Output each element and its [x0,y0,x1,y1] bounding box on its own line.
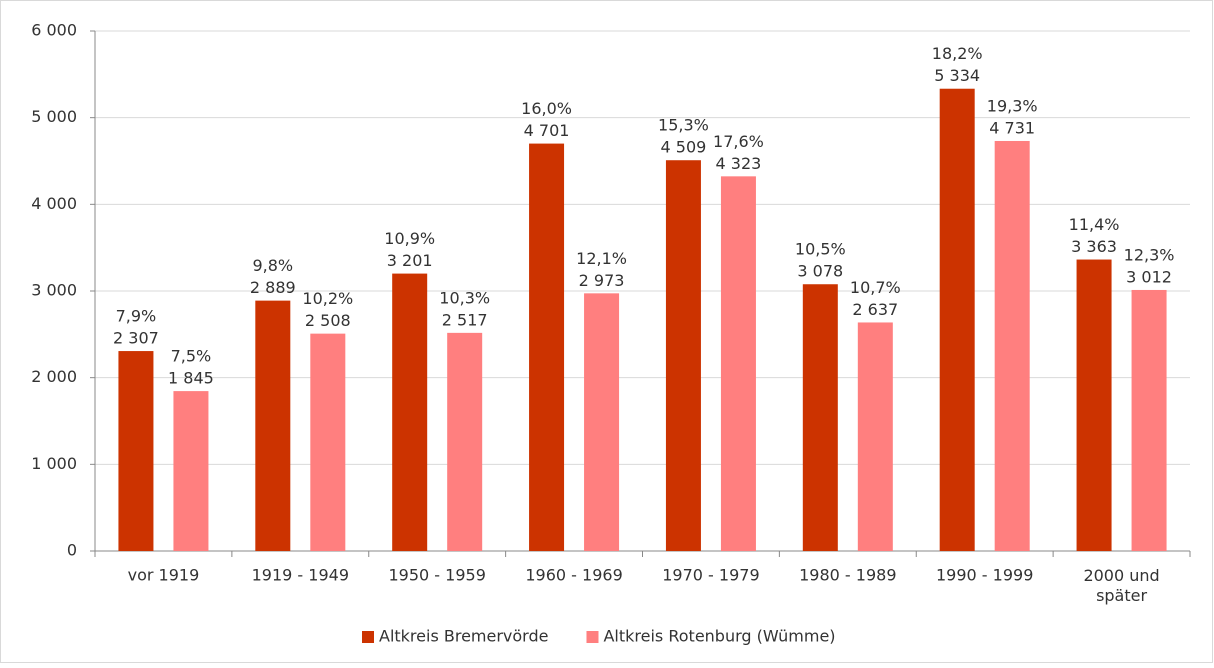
value-label: 2 517 [442,310,488,329]
value-label: 4 509 [661,138,707,157]
value-label: 4 731 [989,118,1035,137]
share-label: 10,5% [795,240,846,259]
x-tick-label: 1970 - 1979 [662,566,759,585]
value-label: 4 701 [524,121,570,140]
value-label: 3 201 [387,251,433,270]
value-label: 2 973 [579,271,625,290]
value-label: 3 012 [1126,267,1172,286]
share-label: 18,2% [932,44,983,63]
bar [802,284,838,551]
value-label: 1 845 [168,369,214,388]
x-tick-label: 2000 und später [1083,566,1159,605]
share-label: 10,7% [850,278,901,297]
share-label: 7,9% [116,307,157,326]
x-tick-label: 1990 - 1999 [936,566,1033,585]
x-tick-label: vor 1919 [128,566,200,585]
x-tick-label: 1960 - 1969 [525,566,622,585]
bar [1076,259,1112,551]
bar [665,160,701,551]
y-tick-label: 6 000 [31,21,77,40]
share-label: 16,0% [521,99,572,118]
bar [173,391,209,551]
share-label: 10,9% [384,229,435,248]
value-label: 2 508 [305,311,351,330]
x-tick-label: 1919 - 1949 [252,566,349,585]
bar [939,88,975,551]
share-label: 15,3% [658,116,709,135]
legend-label: Altkreis Rotenburg (Wümme) [603,627,835,646]
bar [857,322,893,551]
bar [118,351,154,551]
share-label: 10,2% [302,289,353,308]
legend-swatch [586,631,599,643]
share-label: 11,4% [1069,215,1120,234]
value-label: 3 078 [797,262,843,281]
y-tick-label: 4 000 [31,194,77,213]
bar [1131,289,1167,551]
bar [720,176,756,551]
share-label: 12,3% [1124,245,1175,264]
bar [994,140,1030,552]
bar [310,333,346,551]
value-label: 2 307 [113,329,159,348]
bar [529,143,565,551]
value-label: 3 363 [1071,237,1117,256]
share-label: 9,8% [252,256,293,275]
bar [392,273,428,551]
x-tick-label: 1950 - 1959 [388,566,485,585]
y-tick-label: 0 [67,541,77,560]
bar [584,293,620,551]
value-label: 5 334 [934,66,980,85]
legend-swatch [362,631,374,643]
y-tick-label: 3 000 [31,281,77,300]
share-label: 7,5% [171,347,212,366]
bar [447,332,483,551]
bar [255,300,291,551]
x-tick-label: 1980 - 1989 [799,566,896,585]
value-label: 2 889 [250,278,296,297]
legend-label: Altkreis Bremervörde [379,627,548,646]
value-label: 4 323 [716,154,762,173]
y-tick-label: 5 000 [31,107,77,126]
value-label: 2 637 [852,300,898,319]
y-tick-label: 1 000 [31,454,77,473]
share-label: 17,6% [713,132,764,151]
share-label: 12,1% [576,249,627,268]
share-label: 19,3% [987,96,1038,115]
share-label: 10,3% [439,288,490,307]
y-tick-label: 2 000 [31,367,77,386]
